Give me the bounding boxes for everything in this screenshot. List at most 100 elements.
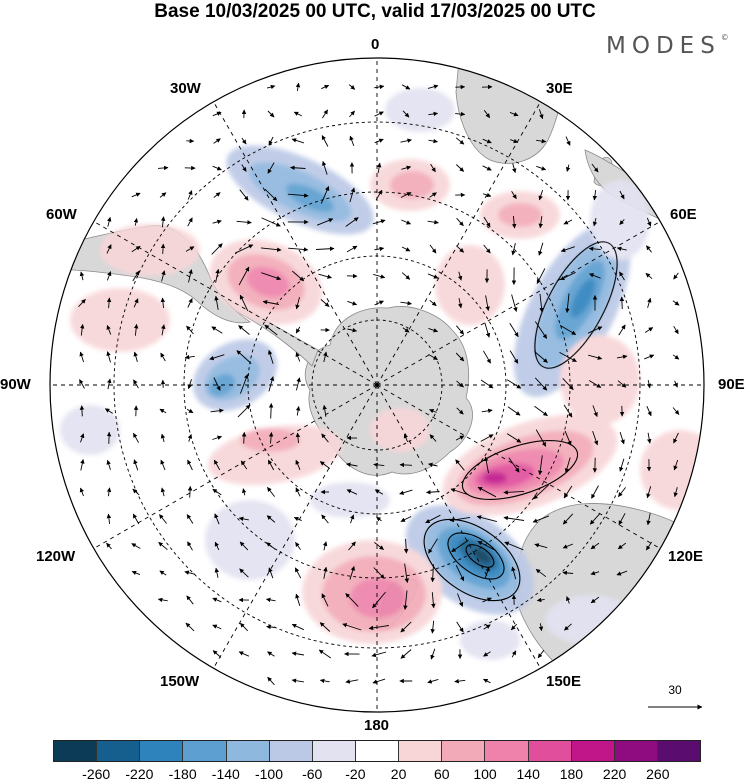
wind-vector xyxy=(260,247,282,252)
wind-vector xyxy=(236,350,252,364)
wind-vector xyxy=(159,514,167,524)
colorbar-bin-0 xyxy=(54,741,98,761)
wind-vector xyxy=(399,462,413,468)
wind-vector xyxy=(618,513,626,526)
wind-vector xyxy=(425,514,441,524)
wind-vector xyxy=(451,539,469,553)
wind-vector xyxy=(215,268,220,283)
wind-vector xyxy=(616,354,628,360)
pos-amundsen xyxy=(207,425,343,485)
wind-vector xyxy=(160,459,166,471)
wind-vector xyxy=(400,621,412,633)
wind-vector xyxy=(534,543,548,549)
wind-vector xyxy=(295,352,301,362)
wind-vector xyxy=(403,433,409,443)
wind-vector xyxy=(264,324,278,336)
wind-vector xyxy=(483,216,491,228)
wind-vector xyxy=(538,623,544,632)
colorbar-tick-label: 140 xyxy=(516,766,540,782)
wind-vector xyxy=(238,651,250,657)
wind-vector xyxy=(591,163,599,173)
wind-vector xyxy=(345,217,359,227)
wind-vector xyxy=(322,541,328,551)
wind-vector xyxy=(539,293,544,313)
wind-vector xyxy=(484,322,491,338)
wind-vector xyxy=(323,566,328,579)
wind-vector xyxy=(268,567,274,579)
longitude-label-60w: 60W xyxy=(46,206,77,223)
wind-vector xyxy=(238,325,250,335)
wind-vector xyxy=(538,242,544,256)
wind-vector xyxy=(294,567,302,579)
wind-vector xyxy=(673,487,678,498)
wind-vector xyxy=(483,678,491,684)
wind-vector xyxy=(267,349,274,364)
wind-vector xyxy=(503,515,525,521)
wind-vector xyxy=(187,485,193,498)
wind-vector xyxy=(588,273,601,279)
wind-vector xyxy=(268,432,274,444)
wind-vector xyxy=(374,138,384,144)
reference-vector-label: 30 xyxy=(668,683,682,697)
longitude-label-120e: 120E xyxy=(668,548,704,565)
wind-vector xyxy=(239,189,249,201)
wind-vector xyxy=(291,138,305,144)
wind-vector xyxy=(509,111,519,117)
wind-vector xyxy=(288,247,309,252)
wind-vector xyxy=(562,570,574,576)
meridian-line xyxy=(376,221,661,386)
wind-vector xyxy=(646,406,652,417)
wind-vector xyxy=(292,270,305,282)
wind-vector xyxy=(186,408,194,414)
wind-vector xyxy=(455,164,465,172)
map-boundary xyxy=(49,57,705,713)
wind-vector xyxy=(538,189,544,201)
colorbar-tick-label: -220 xyxy=(125,766,154,782)
wind-vector xyxy=(106,542,112,550)
wind-vector xyxy=(617,542,627,550)
wind-vector xyxy=(455,459,465,471)
wind-vector xyxy=(160,433,166,443)
wind-vector xyxy=(239,622,249,632)
wind-vector xyxy=(592,430,599,446)
wind-vector xyxy=(133,379,139,389)
wind-vector xyxy=(267,459,275,471)
colorbar-tick-label: -260 xyxy=(82,766,111,782)
longitude-label-120w: 120W xyxy=(36,548,76,565)
wind-vector xyxy=(484,456,489,474)
wind-vector xyxy=(645,272,653,280)
longitude-label-90e: 90E xyxy=(718,376,745,393)
wind-vector xyxy=(267,487,275,497)
wind-vector xyxy=(293,516,302,522)
meridian-line xyxy=(93,221,378,386)
wind-vector xyxy=(619,219,625,225)
wind-vector xyxy=(321,84,330,90)
wind-vector xyxy=(186,595,194,605)
colorbar-bin-10 xyxy=(485,741,529,761)
wind-vector xyxy=(160,352,166,362)
wind-vector xyxy=(401,165,412,170)
colorbar-tick-label: 20 xyxy=(390,766,407,782)
wind-vector xyxy=(295,459,301,470)
wind-vector xyxy=(188,269,193,283)
wind-vector xyxy=(455,435,465,441)
wind-vector xyxy=(588,246,601,252)
wind-vector xyxy=(673,380,678,388)
wind-vector xyxy=(559,325,577,335)
wind-vector xyxy=(133,323,139,336)
wind-vector xyxy=(133,298,139,308)
wind-vector xyxy=(268,403,274,419)
wind-vector xyxy=(161,324,166,336)
wind-vector xyxy=(374,111,384,117)
wind-vector xyxy=(372,591,386,609)
wind-vector xyxy=(374,246,385,252)
wind-vector xyxy=(562,513,574,525)
brand-mark: © xyxy=(720,33,729,42)
wind-vector xyxy=(672,300,680,306)
wind-vector xyxy=(483,244,491,254)
wind-vector xyxy=(106,297,112,309)
wind-vector xyxy=(401,219,412,225)
wind-vector xyxy=(617,380,627,388)
colorbar-tick-label: -20 xyxy=(345,766,366,782)
pos-ross-sea xyxy=(302,540,442,644)
